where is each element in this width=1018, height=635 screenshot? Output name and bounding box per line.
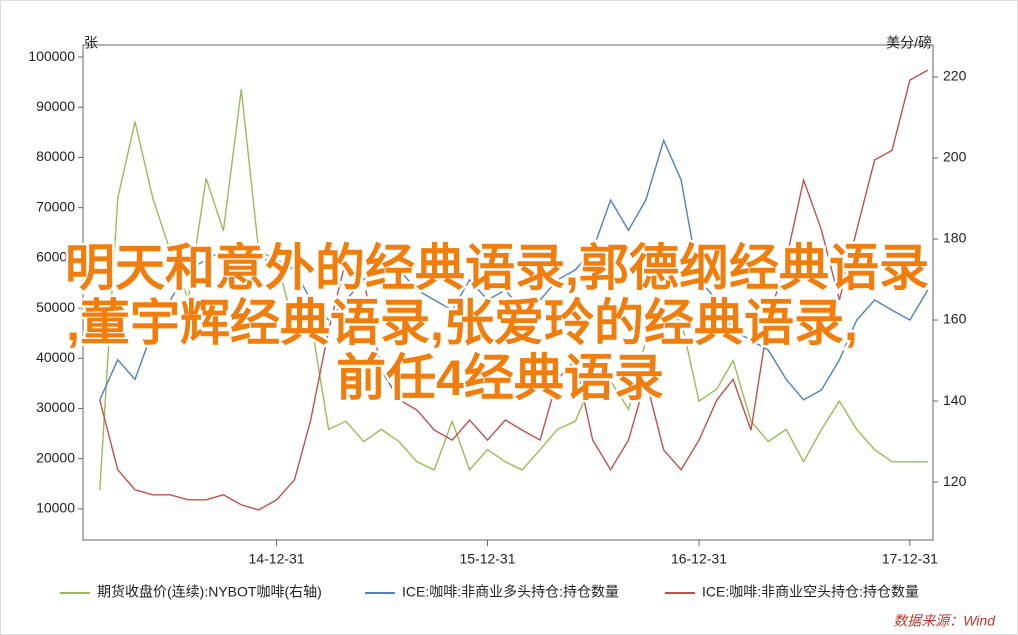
y2-tick-label: 140 [943,392,967,408]
legend-label: ICE:咖啡:非商业空头持仓:持仓数量 [702,584,919,600]
overlay-text: ,董宇辉经典语录,张爱玲的经典语录, [66,295,858,351]
y-tick-label: 70000 [36,198,75,214]
y-tick-label: 60000 [36,249,75,265]
y-tick-label: 50000 [36,299,75,315]
y-tick-label: 100000 [28,48,75,64]
x-tick-label: 14-12-31 [249,551,305,567]
x-tick-label: 15-12-31 [459,551,515,567]
legend-label: ICE:咖啡:非商业多头持仓:持仓数量 [402,584,619,600]
y-tick-label: 90000 [36,98,75,114]
overlay-text: 明天和意外的经典语录,郭德纲经典语录 [65,240,929,296]
y-tick-label: 40000 [36,349,75,365]
overlay-text: 前任4经典语录 [336,350,664,406]
x-tick-label: 16-12-31 [671,551,727,567]
y2-tick-label: 220 [943,68,967,84]
y2-tick-label: 180 [943,230,967,246]
y-unit: 张 [84,35,98,51]
legend-label: 期货收盘价(连续):NYBOT咖啡(右轴) [97,584,322,600]
series-line [99,138,929,401]
y-tick-label: 10000 [36,500,75,516]
source: 数据来源：Wind [893,613,996,629]
y2-tick-label: 200 [943,149,967,165]
y2-tick-label: 160 [943,311,967,327]
series-line [99,89,928,491]
plot-frame [82,44,934,541]
y2-tick-label: 120 [943,473,967,489]
y-tick-label: 20000 [36,449,75,465]
y2-unit: 美分/磅 [886,35,932,51]
y-tick-label: 80000 [36,148,75,164]
y-tick-label: 30000 [36,399,75,415]
series-line [99,69,929,511]
x-tick-label: 17-12-31 [882,551,938,567]
